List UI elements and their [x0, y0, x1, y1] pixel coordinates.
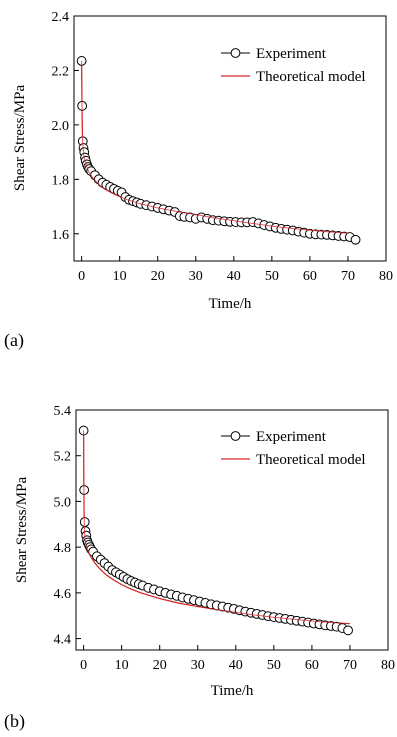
- x-tick-label: 60: [303, 269, 317, 284]
- x-tick-label: 20: [153, 658, 167, 673]
- y-tick-label: 5.0: [54, 495, 72, 510]
- y-tick-label: 5.2: [54, 450, 72, 465]
- chart-panel-a: 0 10 20 30 40 50 60 70 801.61.82.02.22.4 Time/h …: [4, 10, 393, 351]
- series-line-theoretical-model-overlay: [81, 60, 348, 234]
- x-tick-label: 30: [191, 658, 205, 673]
- x-tick-label: 10: [115, 658, 129, 673]
- y-tick-label: 5.4: [54, 404, 72, 419]
- plot-marks: [78, 425, 353, 636]
- x-tick-label: 40: [227, 269, 241, 284]
- y-tick-label: 1.6: [52, 228, 70, 243]
- axis-ticks: 0 10 20 30 40 50 60 70 80 1.6 1.8 2.0 2.2 2.4: [52, 10, 394, 284]
- series-line-theoretical-model: [81, 60, 348, 234]
- x-tick-label: 50: [267, 658, 281, 673]
- y-axis-label: Shear Stress/MPa: [12, 85, 28, 192]
- x-tick-label: 80: [379, 269, 393, 284]
- plot-marks: [76, 56, 361, 245]
- y-tick-label: 4.8: [54, 541, 72, 556]
- x-tick-label: 30: [189, 269, 203, 284]
- legend-experiment-label: Experiment: [256, 429, 327, 445]
- y-tick-label: 2.4: [52, 10, 70, 25]
- x-tick-label: 70: [343, 658, 357, 673]
- legend-model-label: Theoretical model: [256, 452, 366, 468]
- chart-panel-b: 0 10 20 30 40 50 60 70 80 4.4 4.6 4.8 5.0 5.2 5.4 Time…: [4, 404, 395, 732]
- x-tick-label: 0: [80, 658, 87, 673]
- x-tick-label: 10: [113, 269, 127, 284]
- y-axis-label: Shear Stress/MPa: [14, 477, 30, 584]
- x-tick-label: 0: [78, 269, 85, 284]
- legend: Experiment Theoretical model: [221, 429, 366, 468]
- x-tick-label: 20: [151, 269, 165, 284]
- panel-label-a: (a): [4, 330, 24, 351]
- x-tick-label: 40: [229, 658, 243, 673]
- y-tick-label: 2.0: [52, 119, 70, 134]
- series-line-theoretical-model-overlay: [83, 430, 350, 625]
- data-point-experiment: [350, 234, 361, 245]
- y-tick-label: 2.2: [52, 64, 70, 79]
- legend-model-label: Theoretical model: [256, 69, 366, 85]
- data-point-experiment: [343, 625, 353, 636]
- y-tick-label: 4.4: [54, 633, 72, 648]
- x-tick-label: 50: [265, 269, 279, 284]
- legend-experiment-marker: [230, 48, 241, 58]
- axis-ticks: 0 10 20 30 40 50 60 70 80 4.4 4.6 4.8 5.0 5.2 5.4: [54, 404, 396, 673]
- legend-experiment-label: Experiment: [256, 46, 327, 62]
- x-tick-label: 80: [381, 658, 395, 673]
- panel-label-b: (b): [4, 711, 25, 732]
- x-axis-label: Time/h: [211, 683, 254, 699]
- x-tick-label: 70: [341, 269, 355, 284]
- plot-frame: [75, 409, 389, 651]
- plot-frame: [73, 15, 387, 262]
- x-axis-label: Time/h: [209, 296, 252, 312]
- legend-experiment-marker: [230, 431, 241, 441]
- y-tick-label: 4.6: [54, 587, 72, 602]
- x-tick-label: 60: [305, 658, 319, 673]
- legend: Experiment Theoretical model: [221, 46, 366, 85]
- y-tick-label: 1.8: [52, 173, 70, 188]
